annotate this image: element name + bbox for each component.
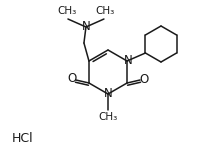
Text: CH₃: CH₃ xyxy=(95,6,114,16)
Text: N: N xyxy=(123,54,132,67)
Text: N: N xyxy=(103,87,112,100)
Text: N: N xyxy=(81,20,90,33)
Text: CH₃: CH₃ xyxy=(57,6,76,16)
Text: O: O xyxy=(139,73,148,86)
Text: HCl: HCl xyxy=(12,133,34,146)
Text: CH₃: CH₃ xyxy=(98,112,117,122)
Text: O: O xyxy=(67,73,76,86)
